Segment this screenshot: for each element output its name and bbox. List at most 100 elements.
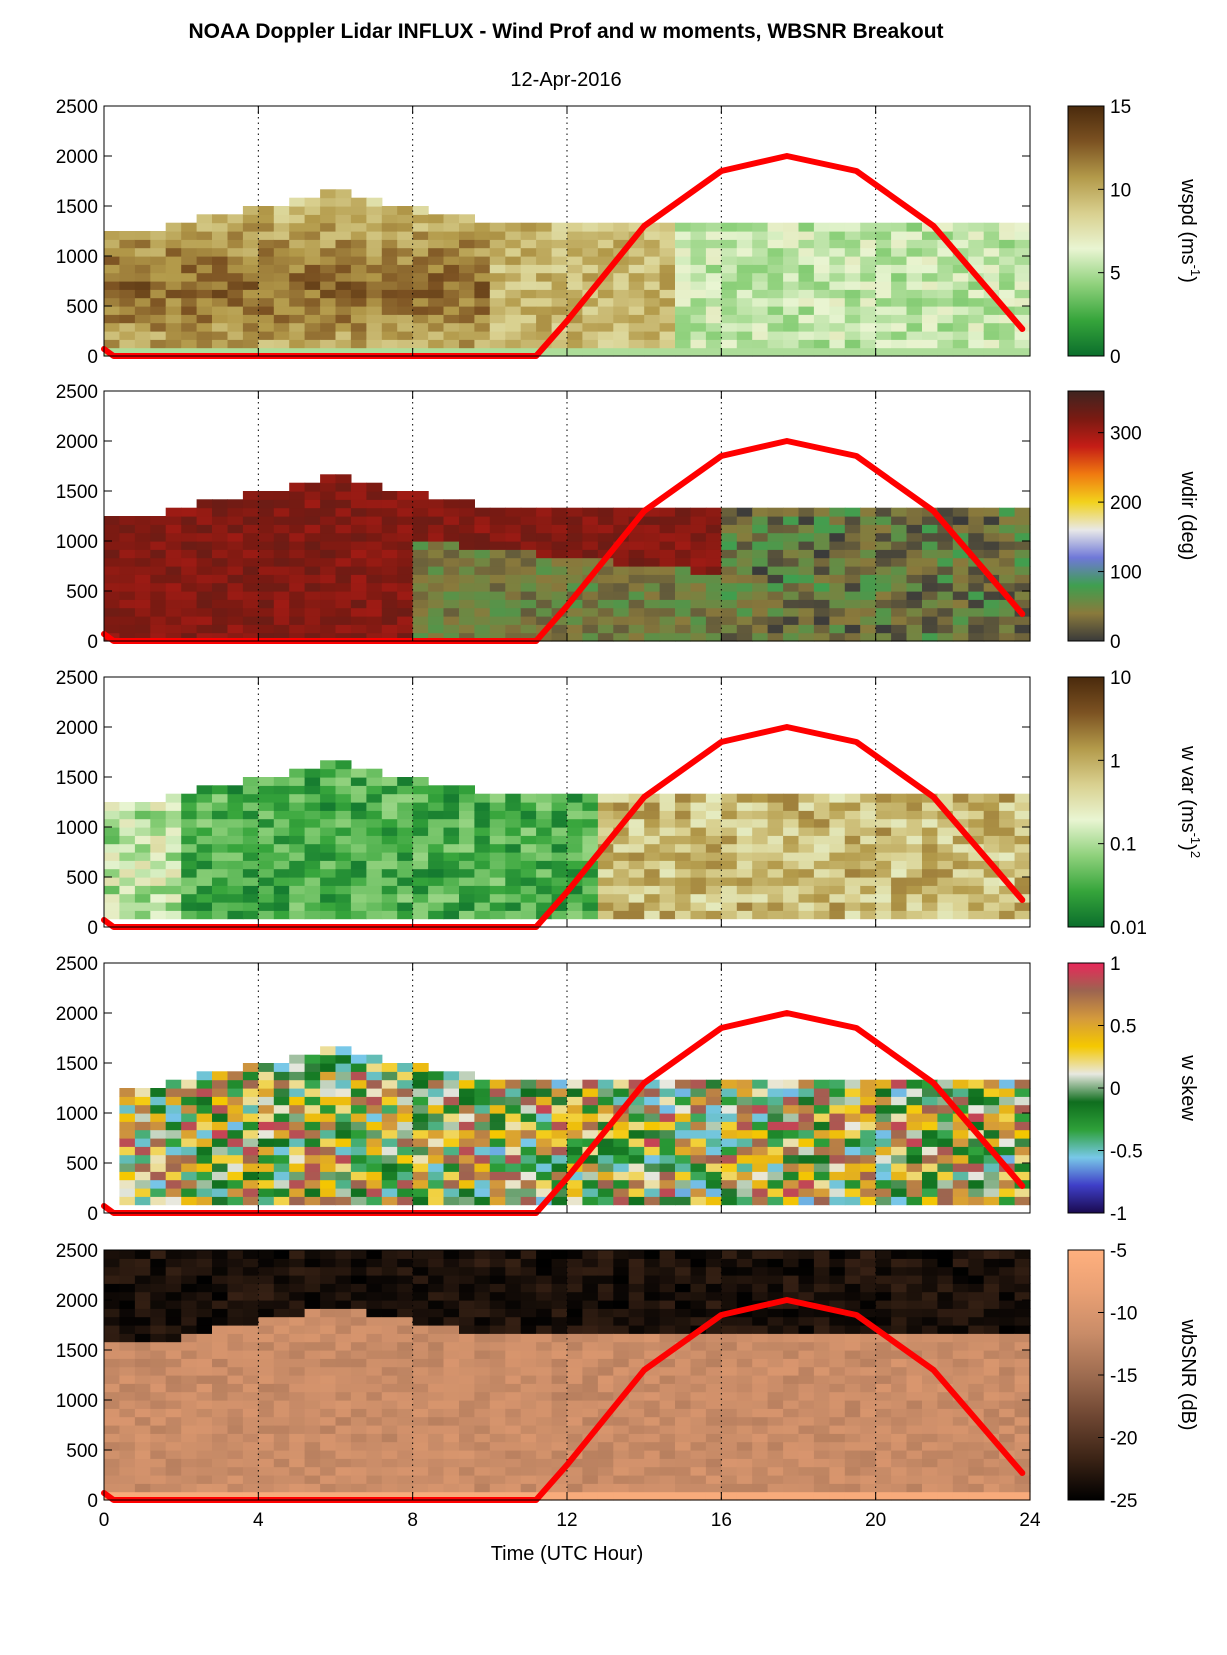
heatmap-cell bbox=[104, 827, 120, 836]
heatmap-cell bbox=[104, 256, 120, 265]
heatmap-cell bbox=[104, 607, 120, 617]
heatmap-cell bbox=[844, 264, 861, 274]
heatmap-cell bbox=[613, 1113, 630, 1122]
heatmap-cell bbox=[505, 566, 522, 575]
heatmap-cell bbox=[659, 1188, 676, 1197]
heatmap-cell bbox=[134, 1188, 151, 1197]
heatmap-cell bbox=[474, 827, 491, 836]
heatmap-cell bbox=[104, 1341, 120, 1351]
heatmap-cell bbox=[597, 1188, 614, 1197]
heatmap-cell bbox=[196, 239, 213, 249]
heatmap-cell bbox=[489, 1104, 506, 1114]
heatmap-cell bbox=[474, 1113, 491, 1122]
heatmap-cell bbox=[366, 206, 383, 215]
heatmap-cell bbox=[381, 852, 398, 861]
heatmap-cell bbox=[304, 1316, 321, 1326]
heatmap-cell bbox=[505, 557, 522, 567]
heatmap-cell bbox=[428, 574, 445, 584]
heatmap-cell bbox=[196, 272, 213, 282]
heatmap-cell bbox=[227, 524, 244, 534]
heatmap-cell bbox=[628, 607, 645, 617]
heatmap-cell bbox=[397, 1096, 414, 1106]
heatmap-cell bbox=[212, 306, 228, 315]
heatmap-cell bbox=[628, 868, 645, 878]
heatmap-cell bbox=[242, 281, 259, 290]
heatmap-cell bbox=[104, 1458, 120, 1468]
heatmap-cell bbox=[952, 1154, 969, 1164]
heatmap-cell bbox=[520, 532, 537, 542]
heatmap-cell bbox=[242, 818, 259, 828]
heatmap-cell bbox=[659, 1104, 676, 1114]
heatmap-cell bbox=[489, 616, 506, 625]
heatmap-cell bbox=[227, 264, 244, 274]
heatmap-cell bbox=[119, 1466, 136, 1476]
heatmap-cell bbox=[783, 885, 800, 895]
heatmap-cell bbox=[181, 1250, 198, 1259]
heatmap-cell bbox=[196, 802, 213, 811]
heatmap-cell bbox=[752, 827, 769, 836]
heatmap-cell bbox=[181, 1121, 198, 1131]
heatmap-cell bbox=[628, 272, 645, 282]
heatmap-cell bbox=[350, 491, 367, 500]
heatmap-cell bbox=[443, 532, 460, 542]
heatmap-cell bbox=[258, 632, 275, 642]
heatmap-cell bbox=[165, 289, 182, 299]
heatmap-cell bbox=[459, 1408, 475, 1418]
heatmap-cell bbox=[227, 852, 244, 861]
heatmap-cell bbox=[335, 1154, 352, 1164]
heatmap-cell bbox=[489, 1425, 506, 1434]
heatmap-cell bbox=[891, 272, 908, 282]
heatmap-cell bbox=[366, 347, 383, 357]
heatmap-cell bbox=[613, 827, 630, 836]
heatmap-cell bbox=[999, 810, 1016, 820]
heatmap-cell bbox=[628, 843, 645, 853]
heatmap-cell bbox=[999, 289, 1016, 299]
heatmap-cell bbox=[242, 910, 259, 920]
heatmap-cell bbox=[582, 541, 599, 550]
heatmap-cell bbox=[443, 1104, 460, 1114]
heatmap-cell bbox=[104, 1333, 120, 1343]
heatmap-cell bbox=[659, 843, 676, 853]
heatmap-cell bbox=[582, 1416, 599, 1426]
heatmap-cell bbox=[335, 197, 352, 207]
heatmap-cell bbox=[412, 1433, 429, 1443]
heatmap-cell bbox=[489, 1358, 506, 1368]
heatmap-cell bbox=[505, 507, 522, 517]
heatmap-cell bbox=[289, 314, 306, 324]
heatmap-cell bbox=[906, 574, 923, 584]
heatmap-cell bbox=[597, 802, 614, 811]
heatmap-cell bbox=[474, 1400, 491, 1409]
colorbar-label: wspd (ms-1) bbox=[1177, 178, 1203, 283]
heatmap-cell bbox=[891, 322, 908, 332]
heatmap-cell bbox=[428, 910, 445, 920]
heatmap-cell bbox=[258, 1483, 275, 1493]
heatmap-cell bbox=[489, 1096, 506, 1106]
heatmap-cell bbox=[196, 1300, 213, 1309]
heatmap-cell bbox=[582, 616, 599, 625]
heatmap-cell bbox=[968, 793, 985, 803]
heatmap-cell bbox=[567, 1154, 583, 1164]
heatmap-cell bbox=[196, 1491, 213, 1501]
heatmap-cell bbox=[320, 247, 337, 257]
heatmap-cell bbox=[783, 582, 800, 592]
heatmap-cell bbox=[289, 1129, 306, 1139]
heatmap-cell bbox=[983, 802, 1000, 811]
heatmap-cell bbox=[212, 549, 228, 559]
heatmap-cell bbox=[443, 1433, 460, 1443]
heatmap-cell bbox=[813, 616, 830, 625]
heatmap-cell bbox=[335, 189, 352, 199]
heatmap-cell bbox=[335, 516, 352, 525]
heatmap-cell bbox=[767, 524, 784, 534]
heatmap-cell bbox=[335, 507, 352, 517]
heatmap-cell bbox=[705, 231, 722, 240]
heatmap-cell bbox=[242, 1408, 259, 1418]
heatmap-cell bbox=[999, 574, 1016, 584]
heatmap-cell bbox=[350, 272, 367, 282]
heatmap-cell bbox=[567, 247, 583, 257]
heatmap-cell bbox=[443, 785, 460, 795]
heatmap-cell bbox=[952, 868, 969, 878]
heatmap-cell bbox=[752, 893, 769, 903]
heatmap-cell bbox=[690, 272, 707, 282]
heatmap-cell bbox=[104, 1350, 120, 1359]
heatmap-cell bbox=[165, 524, 182, 534]
